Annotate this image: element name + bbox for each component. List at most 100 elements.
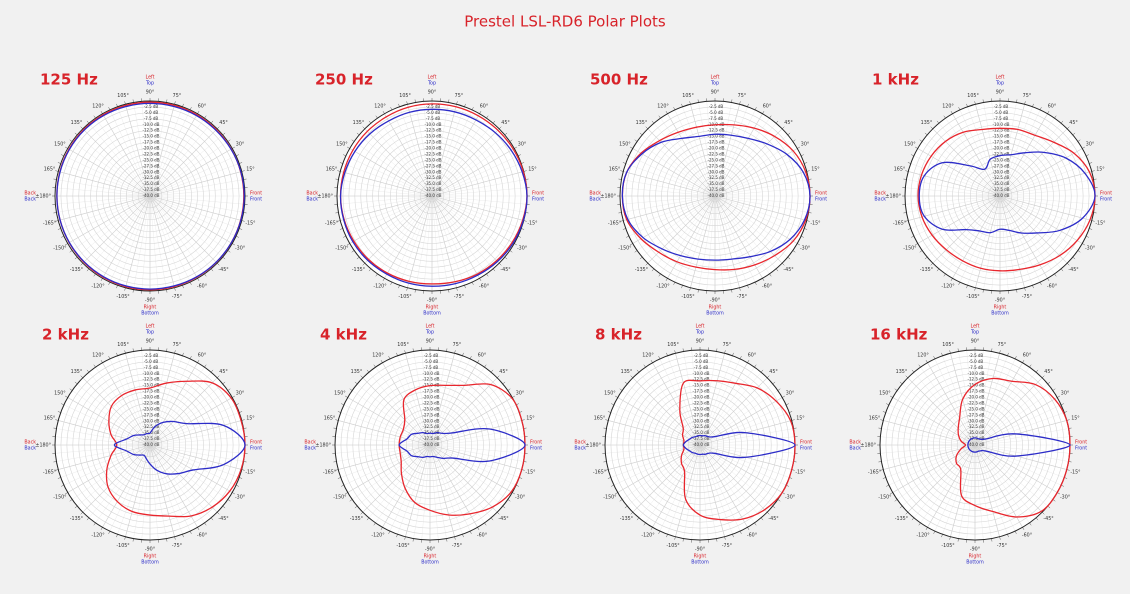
outer-tick xyxy=(878,427,882,429)
grid-radial xyxy=(340,171,433,197)
r-tick-label: -32.5 dB xyxy=(143,175,160,180)
direction-label: Back xyxy=(849,446,861,452)
r-tick-label: -15.0 dB xyxy=(993,134,1010,139)
angle-label: -165° xyxy=(893,220,906,226)
polar-curve xyxy=(917,127,1096,272)
r-tick-label: -22.5 dB xyxy=(423,400,440,405)
grid-radial xyxy=(974,397,1058,446)
angle-label: -120° xyxy=(656,284,669,290)
r-tick-label: -10.0 dB xyxy=(968,371,985,376)
outer-tick xyxy=(933,356,936,360)
r-tick-label: -40.0 dB xyxy=(993,193,1010,198)
angle-label: -60° xyxy=(197,533,207,539)
outer-tick xyxy=(775,268,779,272)
r-tick-label: -35.0 dB xyxy=(993,181,1010,186)
angle-label: 30° xyxy=(518,142,527,148)
outer-tick xyxy=(911,369,915,373)
angle-label: 105° xyxy=(942,342,954,348)
r-tick-label: -17.5 dB xyxy=(968,389,985,394)
angle-label: -45° xyxy=(498,516,508,522)
grid-radial xyxy=(431,148,515,197)
outer-tick xyxy=(658,273,661,277)
direction-label: Bottom xyxy=(706,311,724,317)
angle-label: -150° xyxy=(878,495,891,501)
grid-radial xyxy=(364,195,433,264)
angle-label: 75° xyxy=(998,342,1007,348)
grid-radial xyxy=(675,444,701,537)
outer-tick xyxy=(86,268,90,272)
grid-radial xyxy=(431,195,457,288)
angle-label: -150° xyxy=(335,246,348,252)
outer-tick xyxy=(512,492,515,495)
outer-tick xyxy=(936,120,940,124)
outer-tick xyxy=(509,250,513,253)
outer-tick xyxy=(380,527,383,530)
r-tick-label: -25.0 dB xyxy=(423,406,440,411)
r-tick-label: -22.5 dB xyxy=(993,151,1010,156)
grid-radial xyxy=(714,195,783,264)
grid-radial xyxy=(67,195,151,244)
grid-radial xyxy=(58,171,151,197)
angle-label: 90° xyxy=(696,339,705,345)
polar-chart: 500 Hz-2.5 dB-5.0 dB-7.5 dB-10.0 dB-12.5… xyxy=(589,71,827,317)
r-tick-label: -17.5 dB xyxy=(425,140,442,145)
outer-tick xyxy=(349,388,353,391)
grid-radial xyxy=(907,377,976,446)
angle-label: 60° xyxy=(480,103,489,109)
outer-tick xyxy=(651,268,655,272)
outer-tick xyxy=(622,228,626,230)
r-tick-label: -30.0 dB xyxy=(993,169,1010,174)
r-tick-label: -40.0 dB xyxy=(143,442,160,447)
angle-label: 45° xyxy=(219,369,228,375)
outer-tick xyxy=(681,103,683,107)
grid-radial xyxy=(714,195,807,221)
grid-radial xyxy=(82,195,151,264)
angle-label: 30° xyxy=(1061,391,1070,397)
grid-radial xyxy=(623,195,716,221)
outer-tick xyxy=(797,146,800,149)
outer-tick xyxy=(356,132,360,136)
outer-tick xyxy=(682,538,684,542)
r-tick-label: -15.0 dB xyxy=(968,383,985,388)
outer-tick xyxy=(492,268,496,272)
outer-tick xyxy=(666,352,668,356)
grid-radial xyxy=(974,444,1043,513)
angle-label: -15° xyxy=(810,220,820,226)
direction-label: Left xyxy=(145,75,154,81)
direction-label: Back xyxy=(849,440,861,446)
direction-label: Back xyxy=(24,440,36,446)
r-tick-label: -20.0 dB xyxy=(143,395,160,400)
polar-curve xyxy=(918,151,1096,234)
direction-label: Bottom xyxy=(966,560,984,566)
outer-tick xyxy=(1007,534,1009,538)
direction-label: Right xyxy=(426,305,439,311)
outer-tick xyxy=(116,285,118,289)
grid-radial xyxy=(382,362,431,446)
angle-label: -165° xyxy=(43,469,56,475)
angle-label: 75° xyxy=(173,93,182,99)
angle-label: 165° xyxy=(44,416,56,422)
grid-radial xyxy=(617,397,701,446)
angle-label: -30° xyxy=(235,246,245,252)
r-tick-label: -2.5 dB xyxy=(144,104,159,109)
direction-label: Bottom xyxy=(421,560,439,566)
outer-tick xyxy=(349,499,353,502)
outer-tick xyxy=(351,250,355,253)
angle-label: 105° xyxy=(117,93,129,99)
direction-label: Back xyxy=(574,440,586,446)
grid-radial xyxy=(667,113,716,197)
outer-tick xyxy=(86,369,90,373)
grid-radial xyxy=(429,353,455,446)
angle-label: -165° xyxy=(608,220,621,226)
angle-label: -90° xyxy=(145,547,155,553)
r-tick-label: -5.0 dB xyxy=(426,110,441,115)
outer-tick xyxy=(412,538,414,542)
r-tick-label: -40.0 dB xyxy=(968,442,985,447)
outer-tick xyxy=(890,395,893,398)
outer-tick xyxy=(464,285,466,289)
grid-radial xyxy=(149,444,218,513)
polar-curve xyxy=(621,133,811,261)
angle-label: 75° xyxy=(723,342,732,348)
angle-label: -105° xyxy=(941,543,954,549)
outer-tick xyxy=(93,273,96,277)
